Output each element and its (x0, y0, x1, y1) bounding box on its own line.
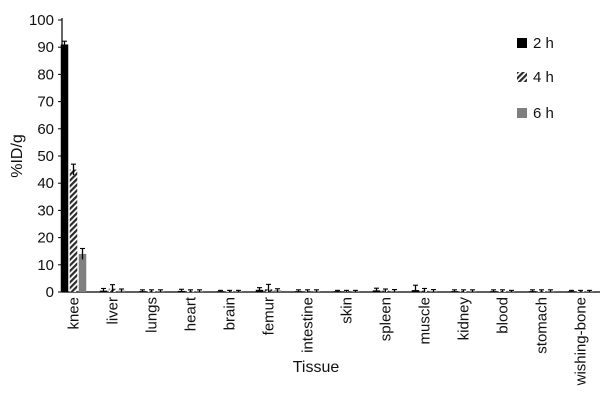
y-tick-label: 10 (37, 257, 54, 274)
legend-swatch-6h (517, 108, 527, 118)
y-tick-label: 100 (29, 12, 54, 29)
x-tick-label-skin: skin (339, 297, 356, 324)
x-tick-label-brain: brain (222, 297, 239, 330)
bar-knee-4h (69, 169, 78, 292)
y-tick-label: 80 (37, 66, 54, 83)
legend-swatch-4h (517, 72, 527, 82)
x-axis-title: Tissue (293, 359, 340, 376)
x-tick-label-knee: knee (66, 297, 83, 330)
legend-label-6h: 6 h (533, 105, 554, 122)
x-tick-label-spleen: spleen (378, 297, 395, 341)
y-tick-label: 20 (37, 230, 54, 247)
y-tick-label: 50 (37, 148, 54, 165)
x-tick-label-heart: heart (183, 296, 200, 331)
x-tick-label-liver: liver (105, 297, 122, 325)
x-tick-label-kidney: kidney (456, 297, 473, 341)
y-tick-label: 0 (46, 284, 54, 301)
y-tick-label: 70 (37, 94, 54, 111)
x-tick-label-wishing-bone: wishing-bone (573, 297, 590, 386)
bar-knee-2h (60, 44, 69, 293)
legend-label-2h: 2 h (533, 35, 554, 52)
axes (58, 18, 600, 293)
x-tick-label-femur: femur (261, 297, 278, 335)
bars (60, 44, 594, 293)
error-bars (62, 40, 592, 292)
y-tick-label: 40 (37, 175, 54, 192)
y-tick-label: 60 (37, 121, 54, 138)
y-tick-label: 90 (37, 39, 54, 56)
x-tick-label-blood: blood (495, 297, 512, 334)
y-tick-labels: 0 10 20 30 40 50 60 70 80 90 100 (29, 12, 54, 301)
x-tick-labels: knee liver lungs heart brain femur intestine sk… (66, 296, 590, 386)
y-axis-title: %ID/g (9, 134, 26, 178)
x-tick-label-stomach: stomach (534, 297, 551, 354)
bar-knee-6h (78, 253, 87, 292)
legend-label-4h: 4 h (533, 69, 554, 86)
legend: 2 h 4 h 6 h (517, 35, 554, 122)
y-tick-label: 30 (37, 202, 54, 219)
x-tick-label-intestine: intestine (300, 297, 317, 353)
legend-swatch-2h (517, 38, 527, 48)
x-tick-label-lungs: lungs (144, 297, 161, 333)
x-tick-label-muscle: muscle (417, 297, 434, 345)
